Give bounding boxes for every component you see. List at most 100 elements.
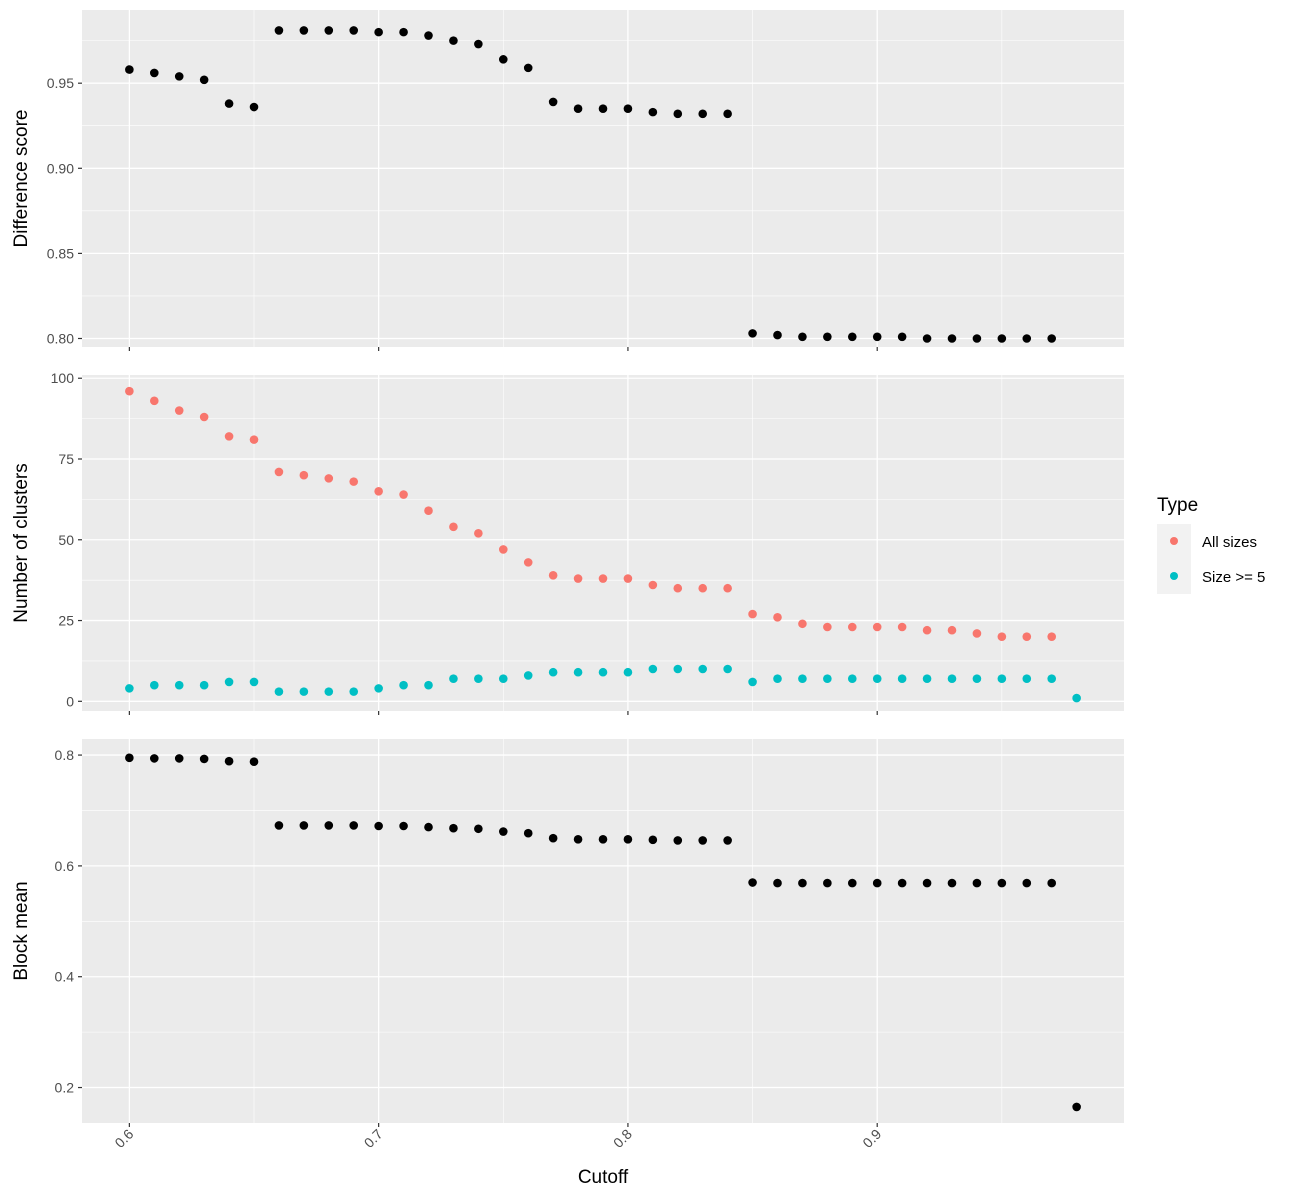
data-point	[673, 583, 683, 593]
data-point	[773, 613, 782, 622]
data-point	[374, 684, 383, 693]
data-point	[673, 836, 683, 845]
data-point	[424, 506, 433, 515]
data-point	[1072, 1102, 1081, 1112]
data-point	[573, 574, 583, 583]
legend-title: Type	[1157, 495, 1198, 516]
data-point	[424, 680, 433, 690]
data-point	[698, 836, 708, 845]
data-point	[798, 619, 807, 629]
data-point	[947, 878, 957, 888]
data-point	[773, 674, 782, 683]
data-point	[174, 72, 184, 81]
data-point	[748, 878, 757, 887]
data-point	[299, 687, 309, 696]
data-point	[573, 104, 583, 114]
data-point	[125, 386, 134, 396]
data-point	[847, 622, 857, 632]
data-point	[573, 834, 583, 844]
y-tick-label: 0.85	[47, 245, 74, 261]
data-point	[125, 65, 134, 74]
data-point	[324, 687, 334, 696]
data-point	[823, 674, 832, 683]
series-points	[125, 26, 1057, 343]
data-point	[947, 674, 957, 683]
data-point	[199, 754, 209, 764]
data-point	[997, 674, 1007, 683]
data-point	[299, 26, 309, 35]
y-tick-label: 0.95	[47, 75, 74, 91]
y-tick-label: 0	[66, 693, 74, 709]
panel-background	[82, 10, 1124, 347]
data-point	[548, 833, 558, 843]
data-point	[523, 828, 533, 838]
data-point	[224, 677, 234, 687]
data-point	[623, 574, 633, 583]
data-point	[299, 470, 309, 480]
panel-3: 0.2 0.4 0.6 0.8 Block mean	[11, 739, 1124, 1127]
y-tick-label: 25	[58, 613, 74, 629]
data-point	[224, 432, 234, 441]
data-point	[174, 406, 184, 415]
data-point	[548, 571, 558, 580]
data-point	[399, 680, 408, 690]
data-point	[1022, 878, 1032, 888]
data-point	[1047, 878, 1057, 888]
data-point	[748, 329, 757, 338]
data-point	[823, 622, 832, 632]
x-axis-title: Cutoff	[578, 1167, 629, 1188]
data-point	[1022, 334, 1032, 343]
data-point	[698, 664, 708, 674]
data-point	[698, 583, 708, 593]
data-point	[922, 674, 932, 683]
data-point	[623, 104, 633, 114]
data-point	[723, 836, 732, 845]
data-point	[374, 487, 383, 496]
data-point	[598, 574, 608, 583]
data-point	[598, 834, 608, 844]
series-all-sizes	[125, 386, 1057, 641]
data-point	[673, 109, 683, 119]
data-point	[125, 684, 134, 693]
data-point	[1022, 674, 1032, 683]
data-point	[1022, 632, 1032, 641]
data-point	[249, 435, 259, 444]
data-point	[723, 583, 732, 593]
data-point	[548, 667, 558, 677]
data-point	[125, 753, 134, 763]
data-point	[598, 667, 608, 677]
data-point	[872, 878, 882, 888]
legend-marker-all-sizes	[1170, 537, 1178, 545]
y-tick-label: 0.4	[55, 969, 75, 985]
y-axis-title: Number of clusters	[11, 463, 32, 622]
data-point	[449, 823, 458, 833]
data-point	[922, 334, 932, 343]
data-point	[149, 680, 159, 690]
data-point	[523, 63, 533, 73]
data-point	[922, 625, 932, 635]
data-point	[474, 529, 483, 538]
y-axis-title: Block mean	[11, 881, 32, 980]
data-point	[174, 754, 184, 763]
data-point	[449, 522, 458, 532]
y-tick-label: 0.6	[55, 858, 75, 874]
data-point	[249, 677, 259, 687]
y-tick-label: 75	[58, 451, 74, 467]
data-point	[773, 330, 782, 340]
data-point	[1047, 334, 1057, 343]
x-tick-label: 0.9	[859, 1126, 884, 1151]
data-point	[947, 334, 957, 343]
data-point	[449, 36, 458, 45]
y-axis-title: Difference score	[11, 110, 32, 248]
data-point	[349, 821, 359, 830]
x-tick-label: 0.6	[111, 1126, 136, 1151]
data-point	[324, 26, 334, 35]
legend: Type All sizes Size >= 5	[1157, 495, 1265, 594]
data-point	[174, 680, 184, 690]
y-tick-label: 0.8	[55, 747, 75, 763]
data-point	[474, 824, 483, 834]
data-point	[748, 677, 757, 687]
data-point	[872, 332, 882, 342]
data-point	[623, 667, 633, 677]
